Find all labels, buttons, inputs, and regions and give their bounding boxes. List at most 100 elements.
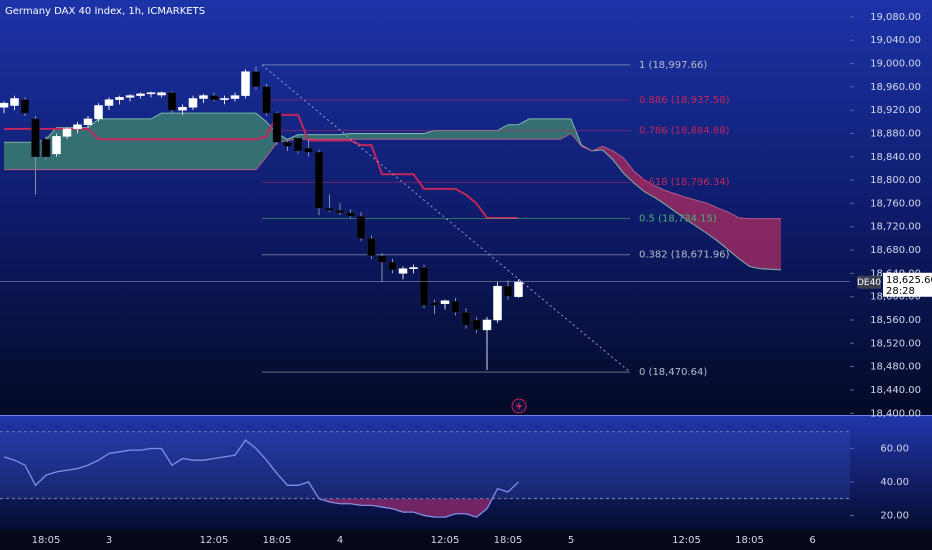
x-tick-label: 12:05 — [200, 535, 229, 546]
candle-body — [440, 300, 450, 304]
cloud — [550, 118, 561, 140]
cloud — [602, 146, 613, 160]
cloud — [340, 133, 351, 140]
y-tick-label: 18,560.00 — [870, 315, 921, 326]
fib-label: 0.5 (18,734.15) — [639, 213, 717, 224]
candle-body — [472, 319, 481, 331]
candle-body — [104, 99, 114, 106]
candle-body — [94, 105, 103, 120]
cloud — [98, 118, 109, 170]
candle-body — [62, 128, 72, 137]
x-tick-label: 6 — [809, 535, 815, 546]
candle-body — [514, 281, 523, 297]
candle-body — [220, 98, 229, 100]
y-tick-label: 18,880.00 — [870, 128, 921, 139]
candle-body — [419, 267, 429, 306]
x-tick-label: 12:05 — [431, 535, 460, 546]
cloud — [529, 118, 540, 140]
cloud — [172, 113, 183, 170]
cloud — [518, 118, 529, 140]
candle-body — [398, 268, 408, 274]
candle-body — [241, 71, 250, 96]
candle-body — [136, 93, 145, 96]
cloud — [130, 118, 141, 170]
y-tick-label: 60.00 — [880, 443, 909, 454]
cloud — [382, 133, 393, 140]
time-axis — [0, 530, 932, 550]
candle-body — [283, 141, 292, 147]
candle-body — [167, 92, 177, 111]
candle-body — [125, 95, 135, 98]
cloud — [770, 218, 781, 270]
candle-body — [503, 285, 513, 297]
cloud — [109, 118, 120, 170]
cloud — [161, 113, 172, 170]
candle-body — [262, 86, 271, 114]
cloud — [203, 113, 214, 170]
cloud — [224, 113, 235, 170]
candle-body — [461, 312, 471, 326]
cloud — [350, 133, 361, 140]
x-tick-label: 5 — [568, 535, 574, 546]
cloud — [371, 133, 382, 140]
candle-body — [199, 95, 208, 99]
candle-body — [314, 151, 324, 209]
cloud — [403, 133, 414, 140]
lightning-icon — [511, 398, 527, 414]
cloud — [497, 124, 508, 140]
y-tick-label: 18,680.00 — [870, 245, 921, 256]
cloud — [728, 212, 739, 259]
candle-body — [367, 238, 376, 257]
x-tick-label: 4 — [337, 535, 343, 546]
candle-body — [346, 212, 355, 217]
cloud — [413, 133, 424, 140]
cloud — [697, 200, 708, 234]
cloud — [256, 113, 267, 170]
countdown-label: 28:28 — [886, 286, 915, 297]
candle-body — [272, 112, 282, 143]
plot-layer: 18,400.00 18,440.00 18,480.00 18,520.00 18,5… — [0, 12, 932, 546]
price-box — [883, 272, 932, 297]
x-tick-label: 3 — [106, 535, 112, 546]
candle-body — [52, 136, 61, 155]
fib-label: 0 (18,470.64) — [639, 367, 707, 378]
cloud — [392, 133, 403, 140]
candle-body — [83, 118, 93, 125]
oversold-fill — [4, 498, 519, 518]
x-tick-label: 18:05 — [32, 535, 61, 546]
cloud — [361, 133, 372, 140]
fib-label: 0.382 (18,671.96) — [639, 250, 730, 261]
main-pane — [0, 0, 932, 415]
y-tick-label: 18,520.00 — [870, 338, 921, 349]
candle-body — [430, 302, 439, 306]
candle-body — [209, 95, 219, 100]
cloud — [466, 130, 477, 140]
cloud — [140, 118, 151, 170]
cloud — [718, 208, 729, 251]
y-tick-label: 18,840.00 — [870, 152, 921, 163]
cloud — [455, 130, 466, 140]
candle-body — [325, 207, 334, 211]
cloud — [739, 217, 750, 267]
y-tick-label: 19,080.00 — [870, 12, 921, 23]
candle-body — [31, 118, 40, 158]
span-a-line — [4, 112, 782, 271]
cloud — [539, 118, 550, 140]
y-tick-label: 18,720.00 — [870, 222, 921, 233]
cloud — [245, 113, 256, 170]
cloud — [749, 218, 760, 269]
cloud — [193, 113, 204, 170]
cloud — [476, 130, 487, 140]
candle-body — [115, 97, 124, 100]
cloud — [634, 171, 645, 192]
cloud — [14, 142, 25, 170]
cloud — [329, 134, 340, 140]
candle-body — [230, 95, 240, 99]
cloud — [151, 113, 162, 170]
y-tick-label: 18,920.00 — [870, 105, 921, 116]
candle-body — [157, 92, 166, 96]
x-tick-label: 18:05 — [494, 535, 523, 546]
candle-body — [10, 98, 19, 106]
candle-body — [41, 139, 51, 158]
